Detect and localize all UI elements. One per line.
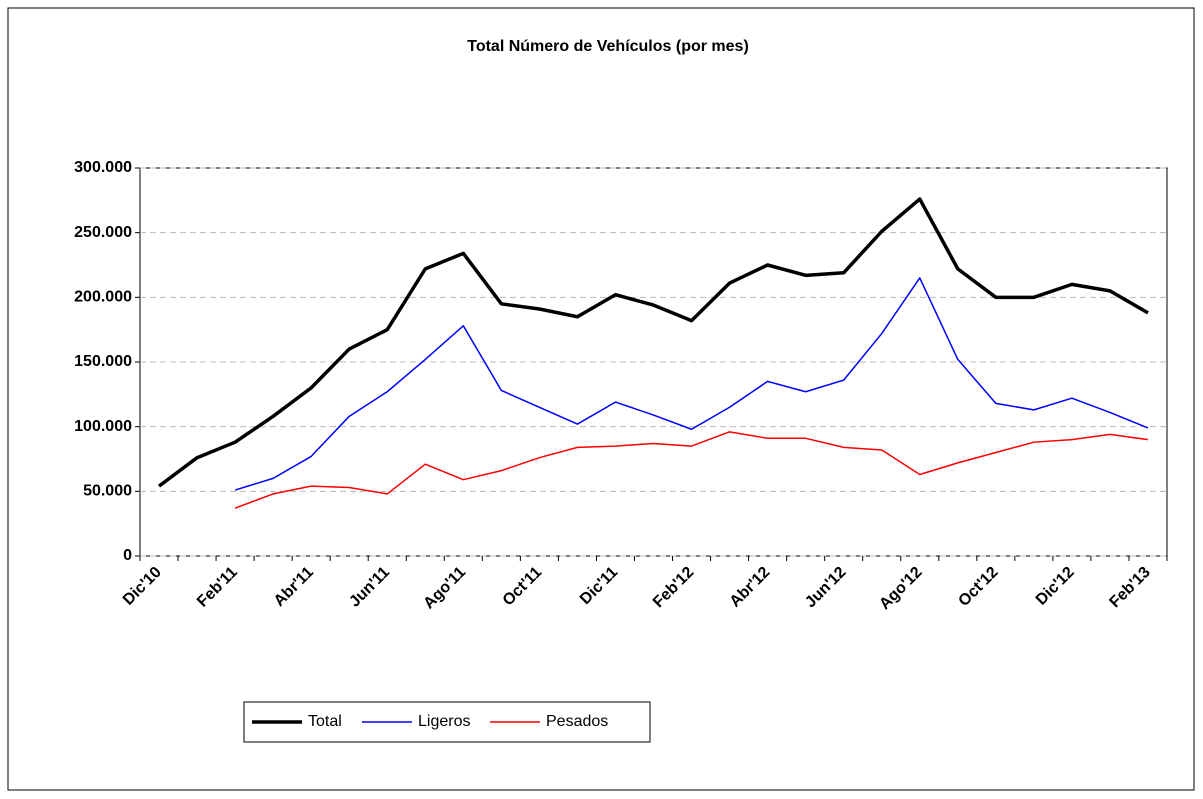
line-series — [234, 431, 1149, 509]
y-tick-label: 50.000 — [83, 483, 132, 500]
y-tick-label: 200.000 — [74, 289, 132, 306]
chart-frame — [7, 7, 1195, 791]
legend — [243, 701, 651, 743]
y-tick-label: 0 — [123, 547, 132, 564]
y-tick-label: 300.000 — [74, 159, 132, 176]
legend-label: Ligeros — [418, 713, 470, 730]
y-tick-label: 250.000 — [74, 224, 132, 241]
chart-title: Total Número de Vehículos (por mes) — [467, 38, 749, 55]
legend-label: Total — [308, 713, 342, 730]
line-series — [234, 277, 1149, 491]
y-tick-label: 150.000 — [74, 353, 132, 370]
y-tick-label: 100.000 — [74, 418, 132, 435]
legend-label: Pesados — [546, 713, 608, 730]
line-series — [157, 197, 1149, 488]
